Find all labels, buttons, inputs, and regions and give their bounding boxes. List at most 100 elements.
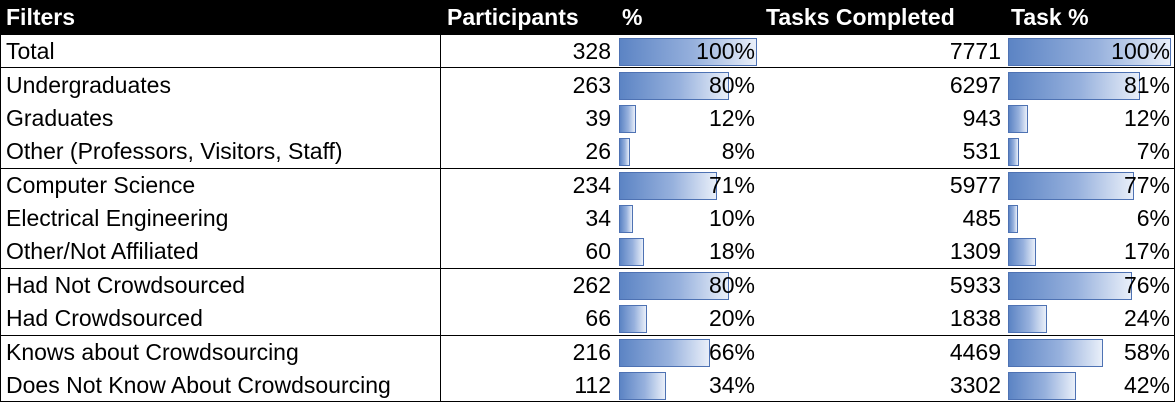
row-label: Had Crowdsourced — [6, 305, 203, 331]
task-percent-bar — [1008, 272, 1132, 300]
participants-value: 234 — [572, 172, 611, 198]
participants-percent: 66% — [708, 339, 755, 365]
row-label: Graduates — [6, 105, 114, 131]
task-percent: 17% — [1123, 238, 1170, 264]
participants-percent: 34% — [708, 372, 755, 398]
task-percent: 6% — [1136, 205, 1170, 231]
table-row: Other (Professors, Visitors, Staff) 26 8% 5… — [0, 135, 1175, 168]
participants-percent-bar — [619, 72, 729, 100]
row-label: Does Not Know About Crowdsourcing — [6, 372, 391, 398]
participants-percent-bar — [619, 339, 710, 367]
participants-value: 26 — [585, 138, 611, 164]
participants-percent: 80% — [708, 72, 755, 98]
row-label: Total — [6, 38, 55, 64]
tasks-completed-value: 1309 — [949, 238, 1001, 264]
task-percent-bar — [1008, 105, 1028, 133]
header-participants: Participants — [447, 4, 579, 30]
table-row: Graduates 39 12% 943 12% — [0, 102, 1175, 135]
tasks-completed-value: 5977 — [949, 172, 1001, 198]
table-row: Had Not Crowdsourced 262 80% 5933 76% — [0, 269, 1175, 302]
task-percent: 24% — [1123, 305, 1170, 331]
header-task-percent: Task % — [1011, 4, 1089, 30]
task-percent: 100% — [1111, 38, 1170, 64]
table-row: Other/Not Affiliated 60 18% 1309 17% — [0, 235, 1175, 268]
task-percent: 58% — [1123, 339, 1170, 365]
row-label: Undergraduates — [6, 72, 171, 98]
grid-line-left — [0, 35, 1, 402]
participants-value: 66 — [585, 305, 611, 331]
header-filters: Filters — [6, 4, 76, 30]
group-divider-1 — [0, 67, 1175, 68]
participants-value: 328 — [572, 38, 611, 64]
task-percent-bar — [1008, 339, 1103, 367]
participants-percent-bar — [619, 372, 666, 400]
table-row: Had Crowdsourced 66 20% 1838 24% — [0, 302, 1175, 335]
table-row: Undergraduates 263 80% 6297 81% — [0, 69, 1175, 102]
task-percent-bar — [1008, 172, 1134, 200]
participants-percent-bar — [619, 172, 717, 200]
task-percent-bar — [1008, 305, 1047, 333]
task-percent-bar — [1008, 38, 1171, 66]
table-row: Total 328 100% 7771 100% — [0, 35, 1175, 68]
participants-percent-bar — [619, 272, 729, 300]
participants-percent-bar — [619, 205, 633, 233]
tasks-completed-value: 4469 — [949, 339, 1001, 365]
task-percent: 81% — [1123, 72, 1170, 98]
participants-percent-bar — [619, 138, 630, 166]
tasks-completed-value: 485 — [962, 205, 1001, 231]
participants-percent-bar — [619, 38, 757, 66]
participants-value: 39 — [585, 105, 611, 131]
group-divider-4 — [0, 335, 1175, 336]
header-tasks-completed: Tasks Completed — [766, 4, 955, 30]
task-percent: 76% — [1123, 272, 1170, 298]
group-divider-3 — [0, 268, 1175, 269]
table-row: Does Not Know About Crowdsourcing 112 34% 3… — [0, 369, 1175, 402]
participants-percent: 18% — [708, 238, 755, 264]
table-row: Electrical Engineering 34 10% 485 6% — [0, 202, 1175, 235]
participants-percent: 10% — [708, 205, 755, 231]
participants-value: 112 — [574, 372, 611, 398]
row-label: Knows about Crowdsourcing — [6, 339, 299, 365]
tasks-completed-value: 531 — [962, 138, 1001, 164]
participants-percent: 80% — [708, 272, 755, 298]
row-label: Other/Not Affiliated — [6, 238, 199, 264]
table-header: Filters Participants % Tasks Completed T… — [0, 0, 1175, 35]
tasks-completed-value: 5933 — [949, 272, 1001, 298]
participants-percent: 100% — [696, 38, 755, 64]
task-percent-bar — [1008, 72, 1140, 100]
participants-value: 60 — [585, 238, 611, 264]
participants-percent-bar — [619, 305, 647, 333]
group-divider-2 — [0, 168, 1175, 169]
table-row: Computer Science 234 71% 5977 77% — [0, 169, 1175, 202]
participants-percent-bar — [619, 105, 636, 133]
header-percent: % — [622, 4, 643, 30]
participants-value: 263 — [572, 72, 611, 98]
tasks-completed-value: 3302 — [949, 372, 1001, 398]
task-percent-bar — [1008, 238, 1036, 266]
row-label: Had Not Crowdsourced — [6, 272, 246, 298]
participants-percent: 20% — [708, 305, 755, 331]
table-row: Knows about Crowdsourcing 216 66% 4469 58% — [0, 336, 1175, 369]
task-percent-bar — [1008, 372, 1076, 400]
participants-value: 216 — [572, 339, 611, 365]
task-percent-bar — [1008, 138, 1019, 166]
row-label: Other (Professors, Visitors, Staff) — [6, 138, 343, 164]
row-label: Electrical Engineering — [6, 205, 229, 231]
grid-line-filters — [440, 35, 441, 402]
task-percent: 12% — [1123, 105, 1170, 131]
participants-percent-bar — [619, 238, 644, 266]
tasks-completed-value: 6297 — [949, 72, 1001, 98]
participants-percent: 71% — [708, 172, 755, 198]
tasks-completed-value: 1838 — [949, 305, 1001, 331]
task-percent: 7% — [1136, 138, 1170, 164]
participants-value: 262 — [572, 272, 611, 298]
participants-percent: 12% — [708, 105, 755, 131]
participants-percent: 8% — [721, 138, 755, 164]
tasks-completed-value: 943 — [962, 105, 1001, 131]
tasks-completed-value: 7771 — [949, 38, 1001, 64]
participants-value: 34 — [585, 205, 611, 231]
task-percent: 77% — [1123, 172, 1170, 198]
task-percent-bar — [1008, 205, 1018, 233]
task-percent: 42% — [1123, 372, 1170, 398]
